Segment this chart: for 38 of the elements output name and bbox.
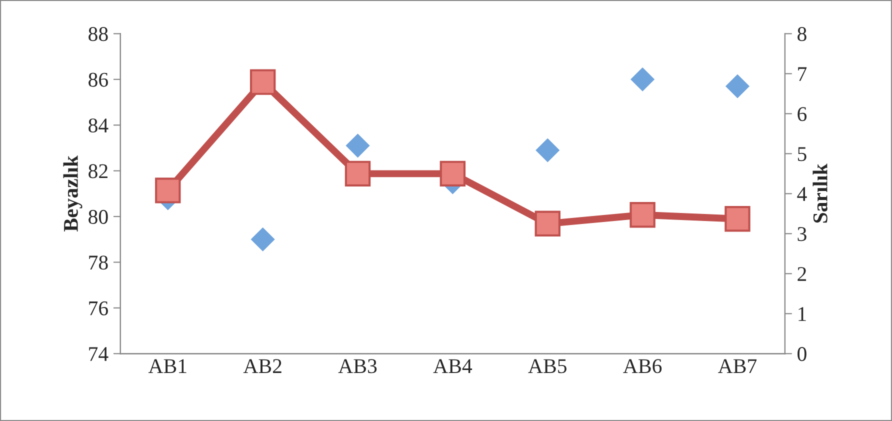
x-tick-label: AB6 [623,359,662,374]
y-tick-label: 80 [88,210,108,224]
y-tick-label: 84 [88,118,108,133]
point [724,72,751,100]
y2-tick-label: 0 [798,347,806,362]
point [630,202,656,228]
y2-tick-label: 4 [797,187,807,201]
y2-axis-title: Sarılık [812,164,828,223]
point [724,206,750,232]
point [344,160,371,187]
y2-tick-label: 8 [798,27,806,42]
y2-tick-label: 7 [798,67,807,81]
y2-tick-label: 1 [798,307,806,321]
y-tick-label: 86 [88,72,108,87]
y2-tick-label: 3 [798,227,806,242]
point [344,132,372,160]
x-tick-label: AB7 [718,359,757,374]
x-tick-label: AB3 [338,359,377,374]
point [250,69,276,95]
point [249,226,276,253]
y-tick-label: 74 [89,347,108,361]
y-axis-title: Beyazlık [63,156,82,232]
point [534,210,560,237]
y2-tick-label: 2 [798,267,806,281]
y-tick-label: 78 [89,256,108,270]
x-tick-label: AB5 [528,359,566,374]
y-tick-label: 88 [88,27,108,42]
point [440,160,466,187]
x-tick-label: AB2 [243,359,282,374]
x-tick-label: AB4 [433,359,472,374]
y2-tick-label: 6 [798,107,807,122]
point [534,136,561,164]
x-tick-label: AB1 [148,359,186,374]
point [629,66,656,93]
point [155,178,181,204]
y-tick-label: 82 [88,164,108,178]
y2-tick-label: 5 [798,147,806,162]
y-tick-label: 76 [89,301,108,316]
